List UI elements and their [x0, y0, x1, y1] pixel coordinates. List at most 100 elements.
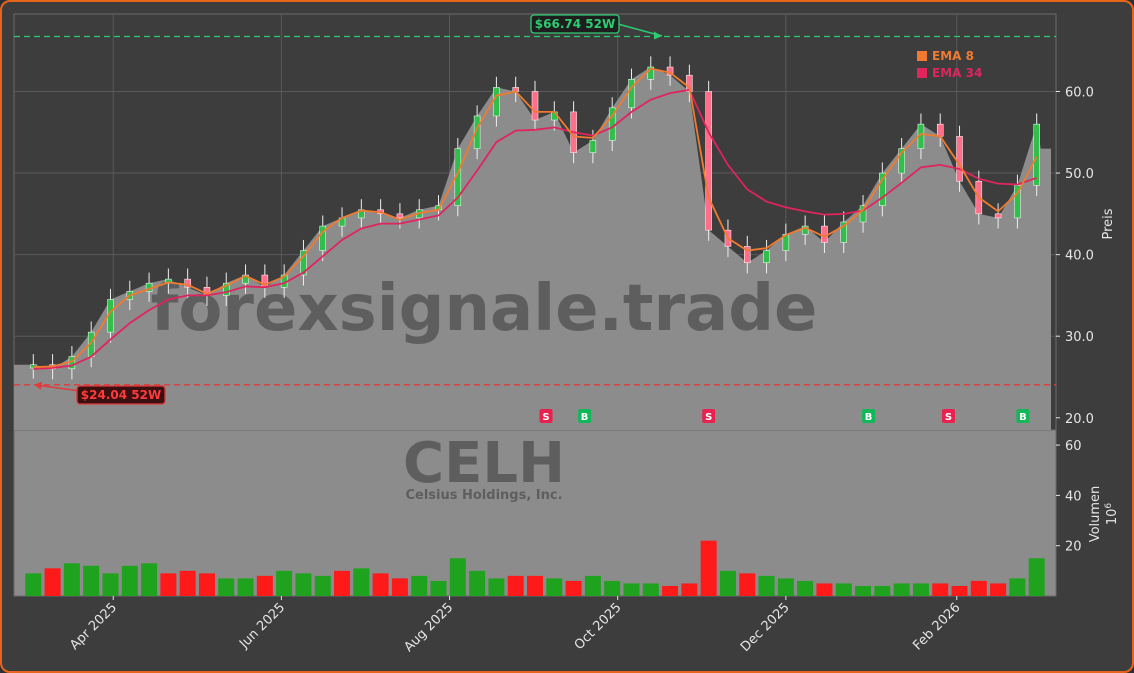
- signal-marker: [702, 409, 716, 423]
- candle-body: [801, 225, 809, 235]
- volume-bar: [469, 570, 486, 596]
- signal-label: S: [945, 412, 952, 423]
- volume-bar: [816, 583, 833, 596]
- volume-bar: [990, 583, 1007, 596]
- legend: EMA 8 EMA 34: [917, 49, 982, 80]
- low-52w-arrowhead: [34, 381, 42, 390]
- high-52w-arrowhead: [654, 31, 662, 40]
- volume-bar: [256, 575, 273, 596]
- candle-body: [763, 250, 770, 264]
- signal-label: S: [705, 412, 712, 423]
- volume-bar: [507, 575, 524, 596]
- candle-body: [396, 213, 404, 219]
- signal-label: B: [1019, 412, 1027, 423]
- x-tick-label: Dec 2025: [738, 600, 793, 655]
- candle-body: [319, 225, 326, 251]
- x-tick-label: Apr 2025: [67, 600, 120, 653]
- volume-bar: [218, 578, 235, 596]
- volume-bar: [797, 580, 814, 596]
- volume-bar: [44, 568, 61, 596]
- volume-bar: [546, 578, 563, 596]
- legend-label-ema8: EMA 8: [932, 49, 974, 63]
- candle-body: [840, 221, 847, 243]
- watermark: forexsignale.trade: [151, 272, 818, 346]
- company-watermark: Celsius Holdings, Inc.: [405, 488, 562, 503]
- volume-bar: [604, 580, 621, 596]
- candle-body: [879, 172, 886, 206]
- price-tick-label: 50.0: [1065, 167, 1094, 182]
- low-52w-box: [76, 385, 166, 405]
- volume-bar: [565, 580, 582, 596]
- high-52w-label: $66.74 52W: [535, 17, 615, 31]
- volume-panel: [13, 429, 1057, 597]
- volume-bar: [912, 583, 929, 596]
- volume-bar: [777, 578, 794, 596]
- volume-bar: [121, 565, 138, 596]
- candle-body: [994, 213, 1002, 219]
- signal-marker: [578, 409, 592, 423]
- volume-axis-unit: 106: [1104, 503, 1120, 526]
- signal-marker: [862, 409, 876, 423]
- volume-bar: [83, 565, 100, 596]
- volume-bar: [681, 583, 698, 596]
- candle-body: [223, 282, 230, 296]
- volume-bar: [276, 570, 293, 596]
- volume-bar: [102, 573, 119, 596]
- volume-tick-label: 40: [1065, 489, 1082, 504]
- volume-bar: [893, 583, 910, 596]
- volume-bar: [449, 558, 466, 596]
- price-tick-label: 40.0: [1065, 249, 1094, 264]
- volume-bar: [1028, 558, 1045, 596]
- volume-bar: [25, 573, 42, 596]
- x-tick-label: Oct 2025: [572, 600, 625, 653]
- candle-body: [936, 123, 944, 137]
- volume-bar: [700, 540, 717, 596]
- candle-body: [705, 91, 712, 231]
- signal-label: B: [865, 412, 873, 423]
- x-tick-label: Feb 2026: [910, 600, 963, 653]
- volume-bar: [642, 583, 659, 596]
- volume-bar: [411, 575, 428, 596]
- price-area: [14, 67, 1051, 431]
- volume-unit-exponent: 6: [1104, 503, 1114, 509]
- volume-bar: [662, 585, 679, 596]
- signal-marker: [539, 409, 553, 423]
- volume-bar: [430, 580, 447, 596]
- candle-body: [493, 87, 500, 117]
- volume-bar: [314, 575, 331, 596]
- volume-bar: [198, 573, 215, 596]
- volume-bar: [334, 570, 351, 596]
- volume-bar: [527, 575, 543, 596]
- volume-bar: [63, 563, 80, 596]
- candle-body: [589, 140, 597, 153]
- volume-bar: [758, 575, 775, 596]
- volume-bar: [739, 573, 756, 596]
- ema8-line: [33, 67, 1038, 369]
- volume-bar: [372, 573, 389, 596]
- volume-unit-base: 10: [1105, 509, 1120, 526]
- volume-bar: [719, 570, 736, 596]
- candle-body: [184, 278, 191, 288]
- high-52w-box: [530, 14, 620, 34]
- candle-body: [859, 205, 867, 223]
- candle-body: [531, 91, 539, 121]
- legend-swatch-ema34: [917, 68, 927, 78]
- candle-body: [1033, 123, 1040, 186]
- volume-bar: [932, 583, 949, 596]
- signal-marker: [1016, 409, 1030, 423]
- signal-label: B: [581, 412, 589, 423]
- volume-bar: [353, 568, 370, 596]
- low-52w-label: $24.04 52W: [81, 388, 161, 402]
- x-tick-label: Jun 2025: [236, 600, 288, 652]
- price-tick-label: 30.0: [1065, 330, 1094, 345]
- volume-bar: [237, 578, 254, 596]
- volume-bar: [951, 585, 968, 596]
- volume-bar: [835, 583, 852, 596]
- candle-body: [821, 225, 828, 243]
- candle-body: [300, 250, 307, 276]
- signal-label: S: [542, 412, 549, 423]
- volume-bar: [160, 573, 177, 596]
- price-tick-label: 60.0: [1065, 85, 1094, 100]
- volume-bar: [874, 585, 891, 596]
